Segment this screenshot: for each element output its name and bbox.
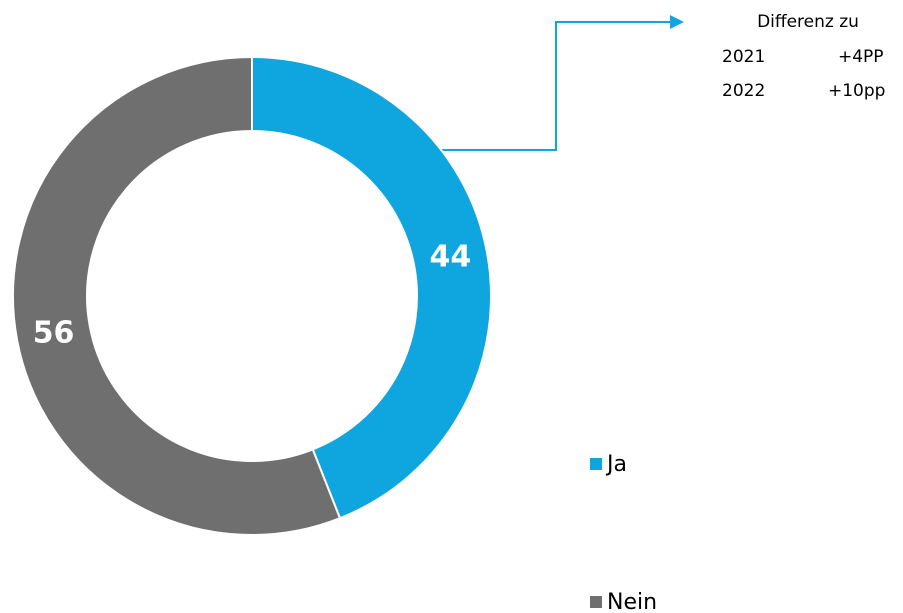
legend-swatch [590, 596, 602, 608]
donut-slice [12, 55, 342, 536]
legend-label: Nein [607, 590, 657, 613]
legend-label: Ja [605, 452, 627, 477]
annotation-connector [440, 21, 672, 151]
data-label: 56 [33, 315, 75, 350]
annotation-diff: +4PP [838, 47, 884, 67]
annotation-arrow [670, 15, 684, 29]
data-label: 44 [430, 240, 472, 275]
donut-slice [251, 55, 492, 520]
annotation-diff: +10pp [828, 81, 885, 101]
annotation-year: 2022 [722, 81, 765, 101]
annotation-title: Differenz zu [757, 12, 859, 32]
legend-swatch [590, 458, 602, 470]
annotation-year: 2021 [722, 47, 765, 67]
